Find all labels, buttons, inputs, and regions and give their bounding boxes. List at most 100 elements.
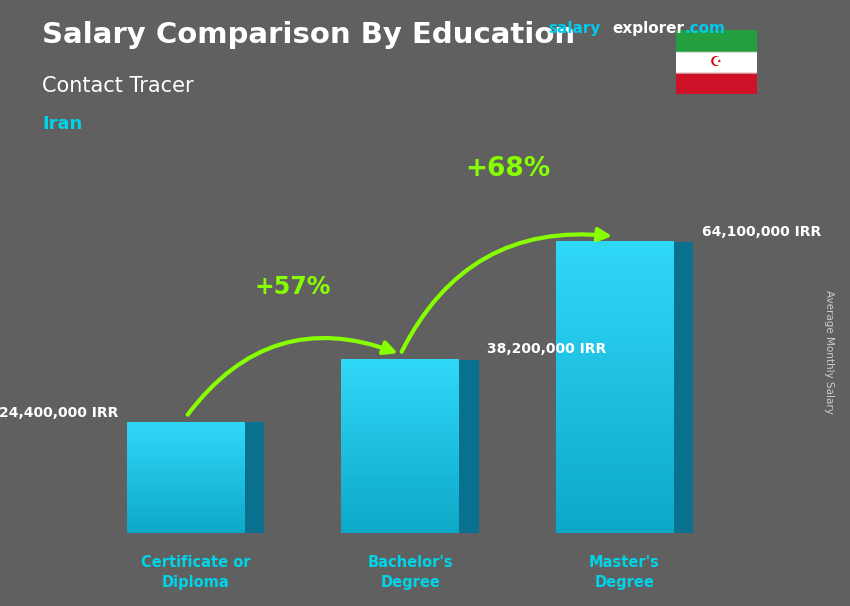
Bar bbox=[342, 429, 459, 432]
Bar bbox=[556, 285, 674, 290]
Bar bbox=[127, 470, 245, 472]
Bar bbox=[127, 459, 245, 461]
Bar bbox=[342, 452, 459, 455]
Bar bbox=[342, 495, 459, 499]
Bar bbox=[556, 455, 674, 461]
Bar bbox=[556, 315, 674, 319]
Bar bbox=[556, 241, 674, 247]
Bar bbox=[556, 411, 674, 417]
Bar bbox=[127, 444, 245, 447]
Bar bbox=[127, 428, 245, 430]
Bar bbox=[556, 499, 674, 504]
Bar bbox=[342, 458, 459, 461]
Polygon shape bbox=[245, 422, 264, 533]
Bar bbox=[556, 387, 674, 393]
Bar bbox=[127, 441, 245, 443]
Bar bbox=[342, 431, 459, 435]
Bar bbox=[127, 422, 245, 424]
Bar bbox=[342, 418, 459, 421]
Bar bbox=[676, 52, 756, 73]
Bar bbox=[556, 479, 674, 485]
Bar bbox=[342, 420, 459, 424]
Bar bbox=[127, 467, 245, 468]
Bar bbox=[127, 478, 245, 480]
Bar bbox=[556, 416, 674, 422]
Bar bbox=[342, 371, 459, 374]
Bar bbox=[556, 450, 674, 456]
Bar bbox=[342, 408, 459, 411]
Bar bbox=[127, 439, 245, 441]
Bar bbox=[556, 431, 674, 436]
Bar bbox=[342, 516, 459, 519]
Bar bbox=[342, 400, 459, 403]
Bar bbox=[342, 469, 459, 473]
Bar bbox=[342, 443, 459, 447]
Bar bbox=[127, 472, 245, 474]
Text: 38,200,000 IRR: 38,200,000 IRR bbox=[487, 342, 607, 356]
Bar bbox=[127, 528, 245, 530]
Bar bbox=[556, 518, 674, 524]
Bar bbox=[342, 377, 459, 380]
Bar bbox=[342, 455, 459, 458]
Bar bbox=[342, 397, 459, 400]
Bar bbox=[127, 498, 245, 500]
Bar bbox=[342, 487, 459, 490]
Bar bbox=[127, 513, 245, 515]
Bar bbox=[556, 504, 674, 509]
Bar bbox=[556, 421, 674, 427]
Text: 64,100,000 IRR: 64,100,000 IRR bbox=[702, 225, 821, 239]
Bar bbox=[556, 353, 674, 359]
Bar bbox=[342, 368, 459, 371]
Bar bbox=[556, 329, 674, 334]
Bar bbox=[127, 502, 245, 504]
Bar bbox=[342, 493, 459, 496]
Bar bbox=[127, 505, 245, 507]
Bar bbox=[127, 516, 245, 519]
Bar bbox=[127, 485, 245, 487]
Bar bbox=[342, 478, 459, 481]
Bar bbox=[342, 510, 459, 513]
Bar bbox=[342, 388, 459, 391]
Bar bbox=[342, 359, 459, 362]
Text: +57%: +57% bbox=[255, 275, 332, 299]
Bar bbox=[556, 261, 674, 266]
Bar bbox=[127, 487, 245, 489]
Bar bbox=[556, 368, 674, 373]
Bar bbox=[342, 382, 459, 385]
Bar bbox=[127, 496, 245, 498]
Text: Certificate or
Diploma: Certificate or Diploma bbox=[141, 555, 251, 590]
Text: +68%: +68% bbox=[465, 156, 550, 182]
Bar bbox=[342, 411, 459, 415]
Bar bbox=[127, 522, 245, 524]
Bar bbox=[127, 531, 245, 533]
Bar bbox=[127, 504, 245, 505]
Bar bbox=[556, 290, 674, 295]
Bar bbox=[556, 528, 674, 533]
Bar bbox=[127, 442, 245, 445]
Bar bbox=[127, 483, 245, 485]
Bar bbox=[676, 73, 756, 94]
Bar bbox=[127, 450, 245, 452]
Bar bbox=[556, 276, 674, 281]
Bar bbox=[127, 500, 245, 502]
Bar bbox=[556, 300, 674, 305]
Bar bbox=[556, 426, 674, 431]
Bar bbox=[556, 256, 674, 261]
Bar bbox=[556, 378, 674, 383]
Bar bbox=[556, 508, 674, 514]
Text: Contact Tracer: Contact Tracer bbox=[42, 76, 194, 96]
Bar bbox=[342, 521, 459, 525]
Bar bbox=[127, 493, 245, 494]
Bar bbox=[342, 519, 459, 522]
Polygon shape bbox=[674, 242, 693, 533]
Bar bbox=[342, 464, 459, 467]
Bar bbox=[342, 379, 459, 383]
Bar bbox=[556, 470, 674, 475]
Bar bbox=[127, 426, 245, 428]
Text: Salary Comparison By Education: Salary Comparison By Education bbox=[42, 21, 575, 49]
Bar bbox=[556, 373, 674, 378]
Bar bbox=[342, 405, 459, 409]
Bar bbox=[556, 402, 674, 407]
Bar bbox=[127, 454, 245, 456]
Bar bbox=[556, 407, 674, 412]
